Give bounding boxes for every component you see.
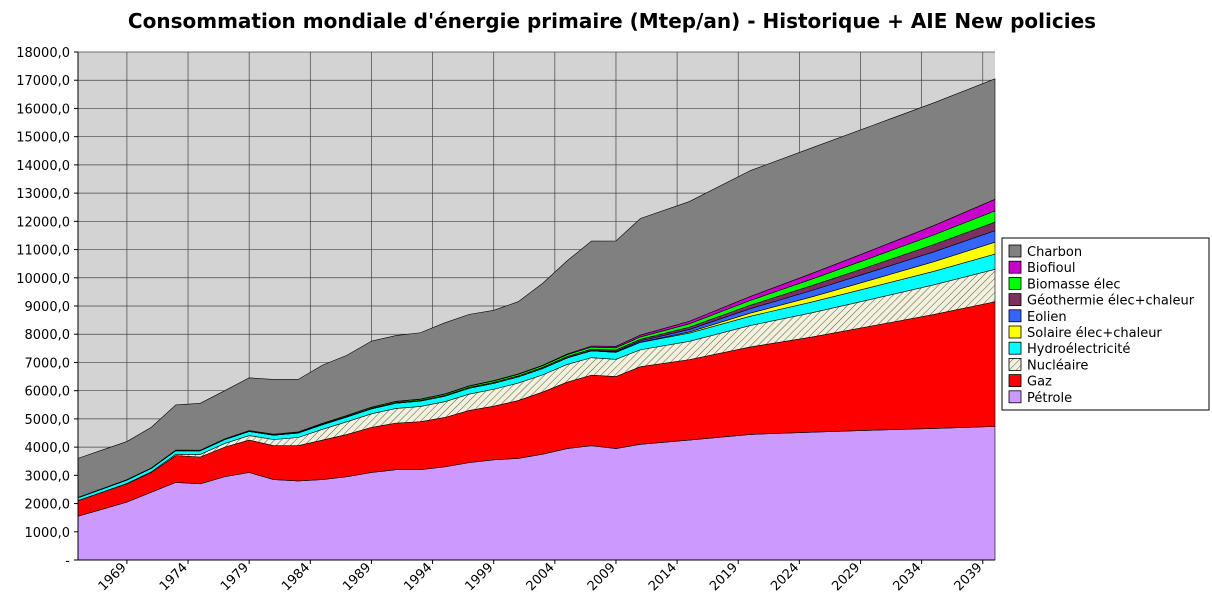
legend-label: Pétrole — [1027, 391, 1072, 406]
x-tick-label: 2004 — [524, 560, 558, 594]
x-tick-label: 2024 — [768, 560, 802, 594]
y-tick-label: 9000,0 — [25, 300, 71, 315]
legend — [1001, 237, 1210, 411]
legend-label: Biomasse élec — [1027, 277, 1121, 292]
x-tick-label: 2019 — [707, 560, 741, 594]
y-tick-label: 17000,0 — [16, 74, 70, 89]
x-tick-label: 1994 — [401, 560, 435, 594]
y-tick-label: 8000,0 — [25, 328, 71, 343]
legend-swatch — [1008, 357, 1022, 371]
x-tick-label: 1969 — [96, 560, 130, 594]
x-tick-label: 2039 — [952, 560, 986, 594]
y-tick-label: 14000,0 — [16, 159, 70, 174]
y-tick-label: 15000,0 — [16, 131, 70, 146]
y-tick-label: 18000,0 — [16, 46, 70, 61]
legend-label: Gaz — [1027, 375, 1052, 390]
x-tick-label: 1999 — [463, 560, 497, 594]
legend-swatch — [1008, 309, 1022, 323]
legend-label: Hydroélectricité — [1027, 342, 1130, 357]
y-tick-label: 2000,0 — [25, 498, 71, 513]
y-tick-label: 1000,0 — [25, 526, 71, 541]
y-tick-label: 5000,0 — [25, 413, 71, 428]
x-tick-label: 1974 — [157, 560, 191, 594]
x-tick-label: 2034 — [890, 560, 924, 594]
y-tick-label: 6000,0 — [25, 385, 71, 400]
legend-swatch — [1008, 276, 1022, 290]
x-tick-label: 1979 — [218, 560, 252, 594]
y-tick-label: 7000,0 — [25, 356, 71, 371]
legend-label: Charbon — [1027, 245, 1082, 260]
legend-label: Eolien — [1027, 310, 1067, 325]
y-tick-label: 10000,0 — [16, 272, 70, 287]
legend-swatch — [1008, 390, 1022, 404]
chart-title: Consommation mondiale d'énergie primaire… — [128, 9, 1096, 33]
y-tick-label: 4000,0 — [25, 441, 71, 456]
legend-label: Biofioul — [1027, 261, 1075, 276]
legend-label: Géothermie élec+chaleur — [1027, 294, 1195, 309]
x-tick-label: 2029 — [829, 560, 863, 594]
x-tick-label: 1989 — [340, 560, 374, 594]
y-tick-label: 3000,0 — [25, 469, 71, 484]
area — [77, 78, 996, 498]
y-tick-label: 11000,0 — [16, 244, 70, 259]
legend-swatch — [1008, 244, 1022, 258]
x-tick-label: 1984 — [279, 560, 313, 594]
y-tick-label: 13000,0 — [16, 187, 70, 202]
y-tick-label: - — [65, 554, 70, 569]
y-tick-label: 12000,0 — [16, 215, 70, 230]
y-tick-label: 16000,0 — [16, 102, 70, 117]
legend-swatch — [1008, 293, 1022, 307]
legend-label: Nucléaire — [1027, 358, 1088, 373]
legend-swatch — [1008, 374, 1022, 388]
x-tick-label: 2014 — [646, 560, 680, 594]
legend-swatch — [1008, 260, 1022, 274]
legend-swatch — [1008, 325, 1022, 339]
legend-label: Solaire élec+chaleur — [1027, 326, 1162, 341]
legend-swatch — [1008, 341, 1022, 355]
x-tick-label: 2009 — [585, 560, 619, 594]
